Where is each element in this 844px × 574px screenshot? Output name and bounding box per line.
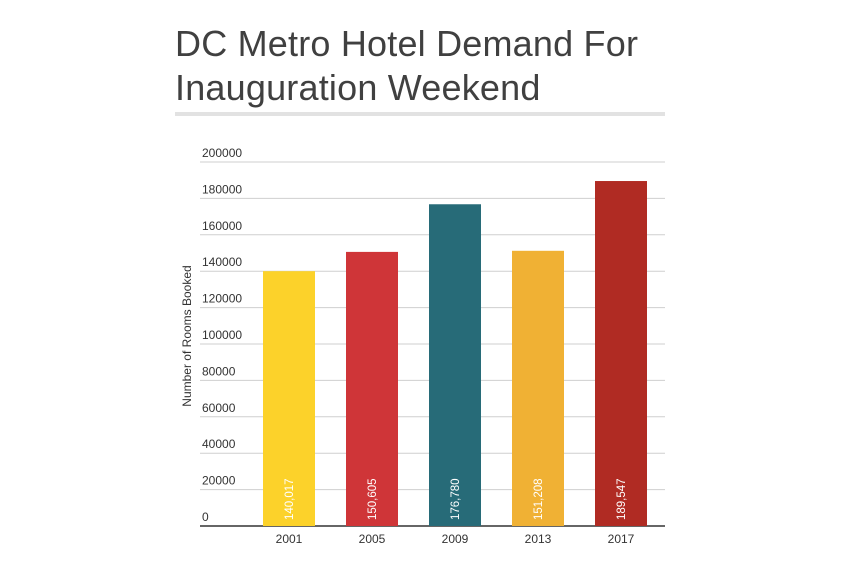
y-tick-label: 200000 [202, 146, 242, 160]
bar-2017 [595, 181, 647, 526]
data-label-2013: 151,208 [533, 478, 545, 520]
data-label-2009: 176,780 [450, 478, 462, 520]
title-divider [175, 112, 665, 116]
data-label-2005: 150,605 [367, 478, 379, 520]
y-tick-label: 0 [202, 510, 209, 524]
y-tick-label: 160000 [202, 219, 242, 233]
y-tick-label: 80000 [202, 364, 236, 378]
x-tick-label-2001: 2001 [276, 532, 303, 546]
bar-2001 [263, 271, 315, 526]
y-tick-label: 120000 [202, 292, 242, 306]
x-tick-label-2017: 2017 [608, 532, 635, 546]
chart-title: DC Metro Hotel Demand For Inauguration W… [175, 22, 695, 110]
data-label-2017: 189,547 [616, 478, 628, 520]
chart-title-line-1: DC Metro Hotel Demand For [175, 23, 639, 64]
y-axis-label: Number of Rooms Booked [180, 265, 194, 406]
bar-2009 [429, 204, 481, 526]
bar-2005 [346, 251, 398, 526]
bars [263, 181, 647, 526]
x-tick-label-2009: 2009 [442, 532, 469, 546]
data-label-2001: 140,017 [284, 478, 296, 520]
x-tick-labels: 2001 2005 2009 2013 2017 [276, 532, 635, 546]
data-labels: 140,017 150,605 176,780 151,208 189,547 [284, 478, 628, 520]
y-tick-label: 140000 [202, 255, 242, 269]
y-tick-label: 60000 [202, 401, 236, 415]
bar-2013 [512, 250, 564, 526]
y-tick-label: 180000 [202, 182, 242, 196]
x-tick-label-2005: 2005 [359, 532, 386, 546]
y-tick-label: 100000 [202, 328, 242, 342]
y-tick-label: 20000 [202, 474, 236, 488]
y-tick-label: 40000 [202, 437, 236, 451]
chart-title-line-2: Inauguration Weekend [175, 67, 541, 108]
x-tick-label-2013: 2013 [525, 532, 552, 546]
y-tick-labels: 0 20000 40000 60000 80000 100000 120000 140000 1… [202, 146, 242, 524]
